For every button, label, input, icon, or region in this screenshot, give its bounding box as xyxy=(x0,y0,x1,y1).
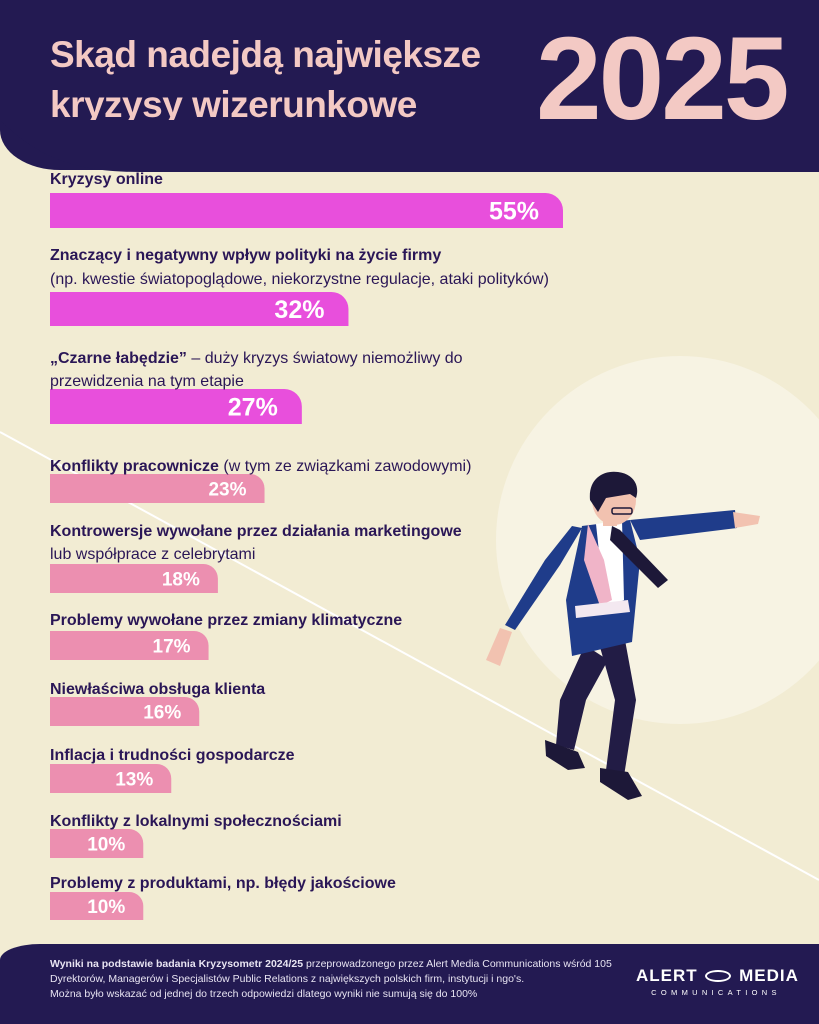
bar-value-label-6: 17% xyxy=(153,637,191,658)
logo-word-2: MEDIA xyxy=(739,966,799,985)
bar-5 xyxy=(50,564,218,593)
bar-3 xyxy=(50,389,302,424)
footer-note-line-3: Można było wskazać od jednej do trzech o… xyxy=(50,988,478,1000)
logo-word-1: ALERT xyxy=(636,966,698,985)
title-line-1: Skąd nadejdą największe xyxy=(50,34,481,75)
bar-1 xyxy=(50,193,563,228)
bar-group: 55% 32% 27% 23% 18% 17% 16% 13% 10% 10% xyxy=(50,193,563,920)
category-label-5-line-2: lub współprace z celebrytami xyxy=(50,546,255,563)
footer-note-line-1: przeprowadzonego przez Alert Media Commu… xyxy=(303,958,612,970)
title-line-2: kryzysy wizerunkowe xyxy=(50,84,417,125)
tightrope-walker-illustration xyxy=(486,471,760,800)
bar-value-label-1: 55% xyxy=(489,198,539,226)
sun-circle xyxy=(496,356,819,724)
logo-eye-icon xyxy=(705,969,732,982)
logo-subtitle: COMMUNICATIONS xyxy=(651,988,781,997)
footer-note: Wyniki na podstawie badania Kryzysometr … xyxy=(50,957,630,1002)
category-label-2-line-2: (np. kwestie światopoglądowe, niekorzyst… xyxy=(50,271,549,288)
bar-7 xyxy=(50,697,200,726)
bar-value-label-2: 32% xyxy=(274,296,324,324)
page-title: Skąd nadejdą największe kryzysy wizerunk… xyxy=(50,30,530,130)
bar-10 xyxy=(50,892,144,920)
category-label-2: Znaczący i negatywny wpływ polityki na ż… xyxy=(50,247,441,264)
bar-8 xyxy=(50,764,172,793)
category-label-3-line-2: przewidzenia na tym etapie xyxy=(50,373,244,390)
bar-value-label-3: 27% xyxy=(228,394,278,422)
footer-banner xyxy=(0,944,819,1024)
category-label-7: Niewłaściwa obsługa klienta xyxy=(50,681,265,698)
category-label-1: Kryzysy online xyxy=(50,171,163,188)
category-label-9: Konflikty z lokalnymi społecznościami xyxy=(50,813,342,830)
tightrope-line xyxy=(0,431,819,881)
bar-6 xyxy=(50,631,209,660)
bar-value-label-5: 18% xyxy=(162,570,200,591)
category-label-4: Konflikty pracownicze (w tym ze związkam… xyxy=(50,458,471,475)
bar-value-label-7: 16% xyxy=(143,703,181,724)
bar-value-label-9: 10% xyxy=(87,835,125,856)
category-label-10: Problemy z produktami, np. błędy jakości… xyxy=(50,875,396,892)
label-group: Kryzysy online Znaczący i negatywny wpływ… xyxy=(50,171,549,892)
bar-9 xyxy=(50,829,144,858)
logo-wordmark: ALERT MEDIA xyxy=(636,966,799,986)
category-label-3: „Czarne łabędzie” – duży kryzys światowy… xyxy=(50,350,463,367)
bar-value-label-8: 13% xyxy=(115,770,153,791)
bar-4 xyxy=(50,474,265,503)
header-curve xyxy=(0,120,819,172)
category-label-8: Inflacja i trudności gospodarcze xyxy=(50,747,295,764)
category-label-6: Problemy wywołane przez zmiany klimatycz… xyxy=(50,612,402,629)
footer-note-line-2: Dyrektorów, Managerów i Specjalistów Pub… xyxy=(50,973,525,985)
footer-note-bold: Wyniki na podstawie badania Kryzysometr … xyxy=(50,958,304,970)
bar-value-label-4: 23% xyxy=(208,480,246,501)
category-label-5: Kontrowersje wywołane przez działania ma… xyxy=(50,523,462,540)
alert-media-logo: ALERT MEDIA COMMUNICATIONS xyxy=(636,966,799,997)
bar-2 xyxy=(50,292,349,326)
bar-value-label-10: 10% xyxy=(87,897,125,918)
